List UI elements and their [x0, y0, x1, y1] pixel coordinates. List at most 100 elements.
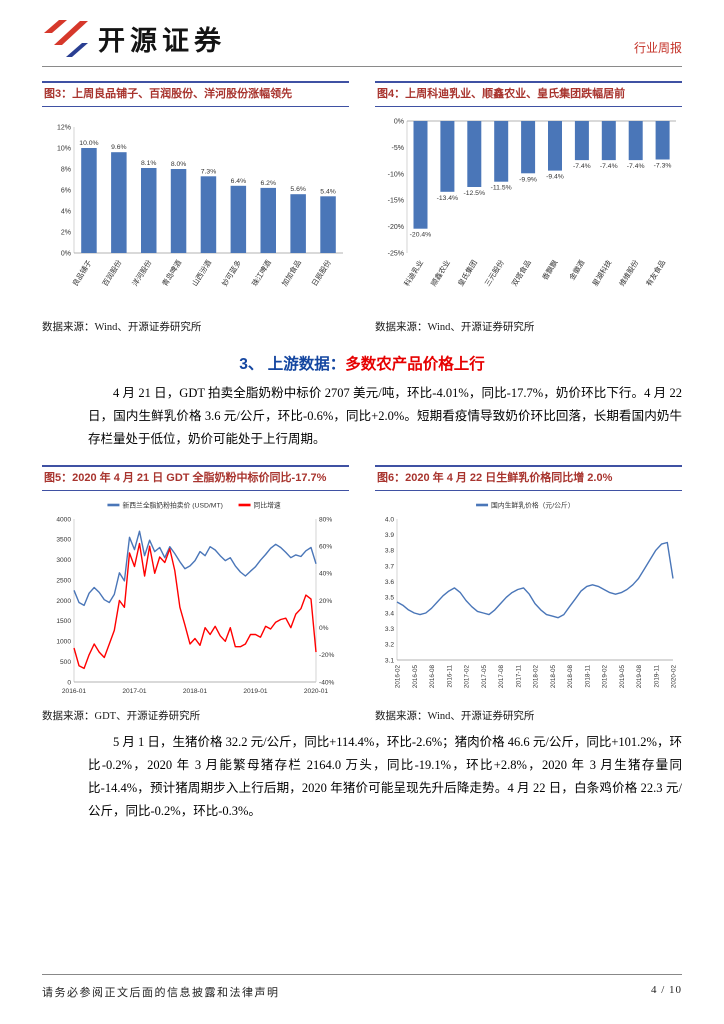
svg-text:3.2: 3.2 [385, 642, 394, 649]
figure-4-title: 图4：上周科迪乳业、顺鑫农业、皇氏集团跌幅居前 [375, 81, 682, 107]
figure-3: 图3：上周良品铺子、百润股份、洋河股份涨幅领先 0% 2% 4% 6% 8% 10% 12%… [42, 81, 349, 334]
svg-text:珠江啤酒: 珠江啤酒 [250, 258, 273, 288]
svg-text:-13.4%: -13.4% [437, 195, 459, 202]
svg-text:三元股份: 三元股份 [483, 257, 506, 287]
svg-text:4000: 4000 [56, 516, 71, 523]
svg-text:-40%: -40% [319, 679, 335, 686]
svg-text:山西汾酒: 山西汾酒 [190, 258, 213, 288]
figure-row-2: 图5：2020 年 4 月 21 日 GDT 全脂奶粉中标价同比-17.7% 0… [42, 465, 682, 723]
figure-row-1: 图3：上周良品铺子、百润股份、洋河股份涨幅领先 0% 2% 4% 6% 8% 10% 12%… [42, 81, 682, 334]
figure-6-source: 数据来源：Wind、开源证券研究所 [375, 710, 535, 722]
svg-text:2020-01: 2020-01 [304, 688, 329, 695]
figure-4: 图4：上周科迪乳业、顺鑫农业、皇氏集团跌幅居前 -25% -20% -15% -10%… [375, 81, 682, 334]
svg-text:顺鑫农业: 顺鑫农业 [429, 258, 452, 288]
svg-text:-15%: -15% [388, 197, 404, 204]
svg-text:2018-05: 2018-05 [550, 664, 557, 688]
svg-text:0%: 0% [61, 250, 71, 257]
figure-5-title: 图5：2020 年 4 月 21 日 GDT 全脂奶粉中标价同比-17.7% [42, 465, 349, 491]
svg-text:2017-02: 2017-02 [464, 664, 471, 688]
svg-text:-20%: -20% [388, 224, 404, 231]
svg-text:星湖科技: 星湖科技 [590, 257, 613, 287]
svg-text:2020-02: 2020-02 [671, 664, 678, 688]
svg-text:2016-05: 2016-05 [412, 664, 419, 688]
svg-text:-12.5%: -12.5% [463, 190, 485, 197]
svg-text:妙可蓝多: 妙可蓝多 [220, 258, 243, 288]
brand: 开源证券 [42, 18, 226, 58]
figure-4-bar-chart: -25% -20% -15% -10% -5% 0% -20.4% 科迪乳业 -13.4% 顺鑫农… [375, 111, 682, 316]
svg-text:4.0: 4.0 [385, 516, 394, 523]
page-header: 开源证券 行业周报 [0, 0, 724, 58]
svg-text:0%: 0% [394, 118, 404, 125]
svg-text:-7.4%: -7.4% [600, 163, 618, 170]
svg-text:科迪乳业: 科迪乳业 [402, 258, 425, 288]
svg-text:2018-02: 2018-02 [533, 664, 540, 688]
paragraph-dairy: 4 月 21 日，GDT 拍卖全脂奶粉中标价 2707 美元/吨，环比-4.01… [88, 385, 682, 446]
page-footer: 请务必参阅正文后面的信息披露和法律声明 4 / 10 [42, 974, 682, 1000]
svg-text:5.4%: 5.4% [320, 188, 336, 195]
svg-text:同比增速: 同比增速 [254, 500, 281, 509]
svg-text:1000: 1000 [56, 638, 71, 645]
svg-text:-20.4%: -20.4% [410, 231, 432, 238]
svg-text:3.6: 3.6 [385, 579, 394, 586]
svg-text:60%: 60% [319, 543, 332, 550]
footer-disclaimer: 请务必参阅正文后面的信息披露和法律声明 [42, 987, 280, 999]
svg-text:香飘飘: 香飘飘 [540, 257, 560, 281]
svg-text:2018-08: 2018-08 [567, 664, 574, 688]
svg-text:-11.5%: -11.5% [491, 184, 512, 191]
svg-text:10.0%: 10.0% [79, 140, 98, 147]
svg-text:6%: 6% [61, 187, 71, 194]
header-divider [42, 66, 682, 67]
svg-text:6.2%: 6.2% [261, 180, 277, 187]
section-heading-number: 3、 上游数据： [239, 355, 346, 373]
svg-text:青岛啤酒: 青岛啤酒 [160, 258, 183, 288]
svg-text:12%: 12% [57, 124, 71, 131]
svg-text:5.6%: 5.6% [290, 186, 306, 193]
svg-text:-20%: -20% [319, 652, 335, 659]
svg-text:80%: 80% [319, 516, 332, 523]
brand-logo-icon [44, 20, 88, 57]
paragraph-pork: 5 月 1 日，生猪价格 32.2 元/公斤，同比+114.4%，环比-2.6%… [88, 734, 682, 819]
svg-text:百润股份: 百润股份 [100, 257, 123, 287]
svg-text:2019-05: 2019-05 [619, 664, 626, 688]
svg-text:2018-11: 2018-11 [584, 664, 591, 687]
svg-text:维维股份: 维维股份 [617, 257, 640, 287]
svg-text:2000: 2000 [56, 598, 71, 605]
svg-text:有友食品: 有友食品 [644, 258, 667, 288]
svg-text:8.1%: 8.1% [141, 160, 157, 167]
svg-text:2017-05: 2017-05 [481, 664, 488, 688]
svg-text:3.9: 3.9 [385, 532, 394, 539]
svg-text:9.6%: 9.6% [111, 144, 127, 151]
svg-text:2016-11: 2016-11 [446, 664, 453, 687]
svg-text:2%: 2% [61, 229, 71, 236]
svg-text:2016-08: 2016-08 [429, 664, 436, 688]
svg-text:1500: 1500 [56, 618, 71, 625]
svg-text:3.7: 3.7 [385, 563, 394, 570]
svg-text:-7.3%: -7.3% [654, 162, 672, 169]
svg-text:-9.4%: -9.4% [546, 173, 564, 180]
svg-text:2500: 2500 [56, 577, 71, 584]
svg-text:4%: 4% [61, 208, 71, 215]
figure-5-source: 数据来源：GDT、开源证券研究所 [42, 710, 201, 722]
svg-text:国内生鲜乳价格（元/公斤）: 国内生鲜乳价格（元/公斤） [491, 500, 574, 509]
svg-text:2017-08: 2017-08 [498, 664, 505, 688]
section-heading: 3、 上游数据：多数农产品价格上行 [42, 352, 682, 374]
svg-text:6.4%: 6.4% [231, 178, 247, 185]
svg-text:8%: 8% [61, 166, 71, 173]
svg-text:7.3%: 7.3% [201, 168, 217, 175]
svg-text:日辰股份: 日辰股份 [310, 257, 333, 287]
svg-text:-10%: -10% [388, 171, 404, 178]
svg-text:3000: 3000 [56, 557, 71, 564]
figure-3-source: 数据来源：Wind、开源证券研究所 [42, 321, 202, 333]
svg-text:-7.4%: -7.4% [573, 163, 591, 170]
svg-text:0: 0 [67, 679, 71, 686]
svg-text:20%: 20% [319, 598, 332, 605]
svg-text:2018-01: 2018-01 [183, 688, 208, 695]
svg-text:-5%: -5% [392, 145, 404, 152]
figure-5: 图5：2020 年 4 月 21 日 GDT 全脂奶粉中标价同比-17.7% 0… [42, 465, 349, 723]
svg-text:金徽酒: 金徽酒 [567, 258, 586, 281]
report-type-label: 行业周报 [633, 41, 682, 55]
svg-text:-9.9%: -9.9% [519, 176, 537, 183]
svg-text:500: 500 [60, 659, 71, 666]
svg-text:2016-02: 2016-02 [395, 664, 402, 688]
